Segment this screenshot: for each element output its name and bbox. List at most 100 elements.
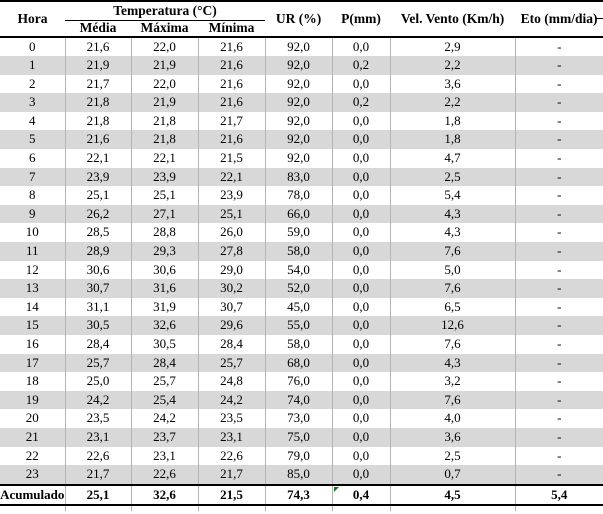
value-cell: 21,6 (197, 35, 266, 57)
value-cell: - (514, 242, 603, 261)
hour-cell: 7 (29, 168, 36, 184)
value-cell: 0,0 (331, 279, 391, 298)
value-cell: 22,0 (130, 74, 198, 94)
table-header: Hora Temperatura (°C) UR (%) P(mm) Vel. … (0, 1, 603, 37)
value-cell: 5,4 (389, 186, 516, 205)
value-cell: 2,2 (389, 56, 516, 75)
value-cell: 74,0 (264, 390, 333, 410)
value-cell: 23,5 (64, 409, 131, 428)
hour-cell: 15 (25, 317, 39, 333)
col-header-p: P(mm) (341, 11, 381, 26)
hour-cell: 16 (25, 336, 39, 351)
value-cell: 25,7 (64, 353, 131, 373)
hour-cell: 13 (25, 280, 39, 296)
value-cell: 92,0 (264, 74, 333, 94)
table-body: 0 21,6 22,0 21,6 92,0 0,0 2,9-1 21,9 21,9 21,6 92,… (0, 35, 603, 485)
value-cell: 30,5 (130, 335, 198, 354)
hour-cell: 4 (29, 112, 36, 128)
data-row-hour-8: 8 25,1 25,1 23,9 78,0 0,0 5,4- (0, 186, 603, 205)
value-cell: 28,4 (64, 335, 131, 354)
data-row-hour-22: 22 22,6 23,1 22,6 79,0 0,0 2,5- (0, 446, 603, 466)
value-cell: 31,9 (130, 297, 198, 317)
hour-cell: 10 (25, 224, 39, 240)
value-cell: - (514, 111, 603, 131)
value-cell: 21,6 (64, 35, 131, 57)
value-cell: 23,1 (64, 427, 131, 447)
value-cell: 76,0 (264, 372, 333, 391)
value-cell: - (514, 130, 603, 150)
value-cell: - (514, 353, 603, 373)
hour-cell: 9 (29, 205, 36, 221)
value-cell: 12,6 (389, 316, 516, 335)
value-cell: 3,6 (389, 74, 516, 94)
value-cell: - (514, 74, 603, 94)
value-cell: - (514, 390, 603, 410)
value-cell: 21,7 (197, 465, 266, 485)
value-cell: 25,1 (130, 186, 198, 205)
value-cell: - (514, 93, 603, 112)
value-cell: 92,0 (264, 149, 333, 168)
value-cell: 92,0 (264, 35, 333, 57)
value-cell: 45,0 (264, 297, 333, 317)
value-cell: 21,6 (197, 56, 266, 75)
data-row-hour-7: 7 23,9 23,9 22,1 83,0 0,0 2,5- (0, 167, 603, 187)
value-cell: 24,2 (64, 390, 131, 410)
value-cell: 59,0 (264, 223, 333, 243)
col-header-ur: UR (%) (275, 11, 322, 26)
value-cell: 92,0 (264, 93, 333, 112)
value-cell: - (514, 56, 603, 75)
value-cell: 21,6 (197, 130, 266, 150)
hour-cell: 8 (29, 187, 36, 203)
value-cell: - (514, 335, 603, 354)
value-cell: 2,5 (389, 167, 516, 187)
hour-cell: 2 (29, 75, 36, 91)
hour-cell: 6 (29, 150, 36, 166)
value-cell: 0,0 (331, 427, 391, 447)
value-cell: 22,0 (130, 35, 198, 57)
value-cell: 28,4 (197, 335, 266, 354)
value-cell: 30,5 (64, 316, 131, 335)
value-cell: 3,6 (389, 427, 516, 447)
col-header-maxima: Máxima (140, 20, 189, 36)
value-cell: 4,7 (389, 149, 516, 168)
value-cell: 85,0 (264, 465, 333, 485)
data-row-hour-9: 9 26,2 27,1 25,1 66,0 0,0 4,3- (0, 204, 603, 224)
hour-cell: 14 (25, 298, 39, 314)
hour-cell: 19 (25, 391, 39, 407)
value-cell: - (514, 409, 603, 428)
stub-cell (130, 505, 198, 511)
value-cell: 28,9 (64, 242, 131, 261)
value-cell: 25,0 (64, 372, 131, 391)
value-cell: 7,6 (389, 390, 516, 410)
value-cell: - (514, 35, 603, 57)
stub-cell (197, 505, 266, 511)
value-cell: 0,0 (331, 465, 391, 485)
value-cell: 30,6 (64, 260, 131, 280)
value-cell: 52,0 (264, 279, 333, 298)
value-cell: 2,9 (389, 35, 516, 57)
value-cell: 4,0 (389, 409, 516, 428)
value-cell: - (514, 316, 603, 335)
data-row-hour-0: 0 21,6 22,0 21,6 92,0 0,0 2,9- (0, 35, 603, 57)
hour-cell: 18 (25, 373, 39, 389)
acumulado-value-cell: 0,4 (331, 483, 391, 507)
value-cell: 6,5 (389, 297, 516, 317)
value-cell: 0,0 (331, 316, 391, 335)
hour-cell: 0 (0, 35, 65, 57)
value-cell: 0,0 (331, 242, 391, 261)
bottom-stub-row (0, 505, 603, 511)
value-cell: 0,0 (331, 35, 391, 57)
value-cell: 7,6 (389, 335, 516, 354)
value-cell: 0,0 (331, 353, 391, 373)
value-cell: 0,0 (331, 130, 391, 150)
value-cell: 23,9 (64, 167, 131, 187)
acumulado-value-cell: 74,3 (264, 483, 333, 507)
col-header-hora: Hora (17, 11, 48, 26)
value-cell: 21,9 (64, 56, 131, 75)
value-cell: 79,0 (264, 446, 333, 466)
stub-cell (514, 505, 603, 511)
value-cell: 22,6 (197, 446, 266, 466)
value-cell: 2,2 (389, 93, 516, 112)
value-cell: - (514, 204, 603, 224)
